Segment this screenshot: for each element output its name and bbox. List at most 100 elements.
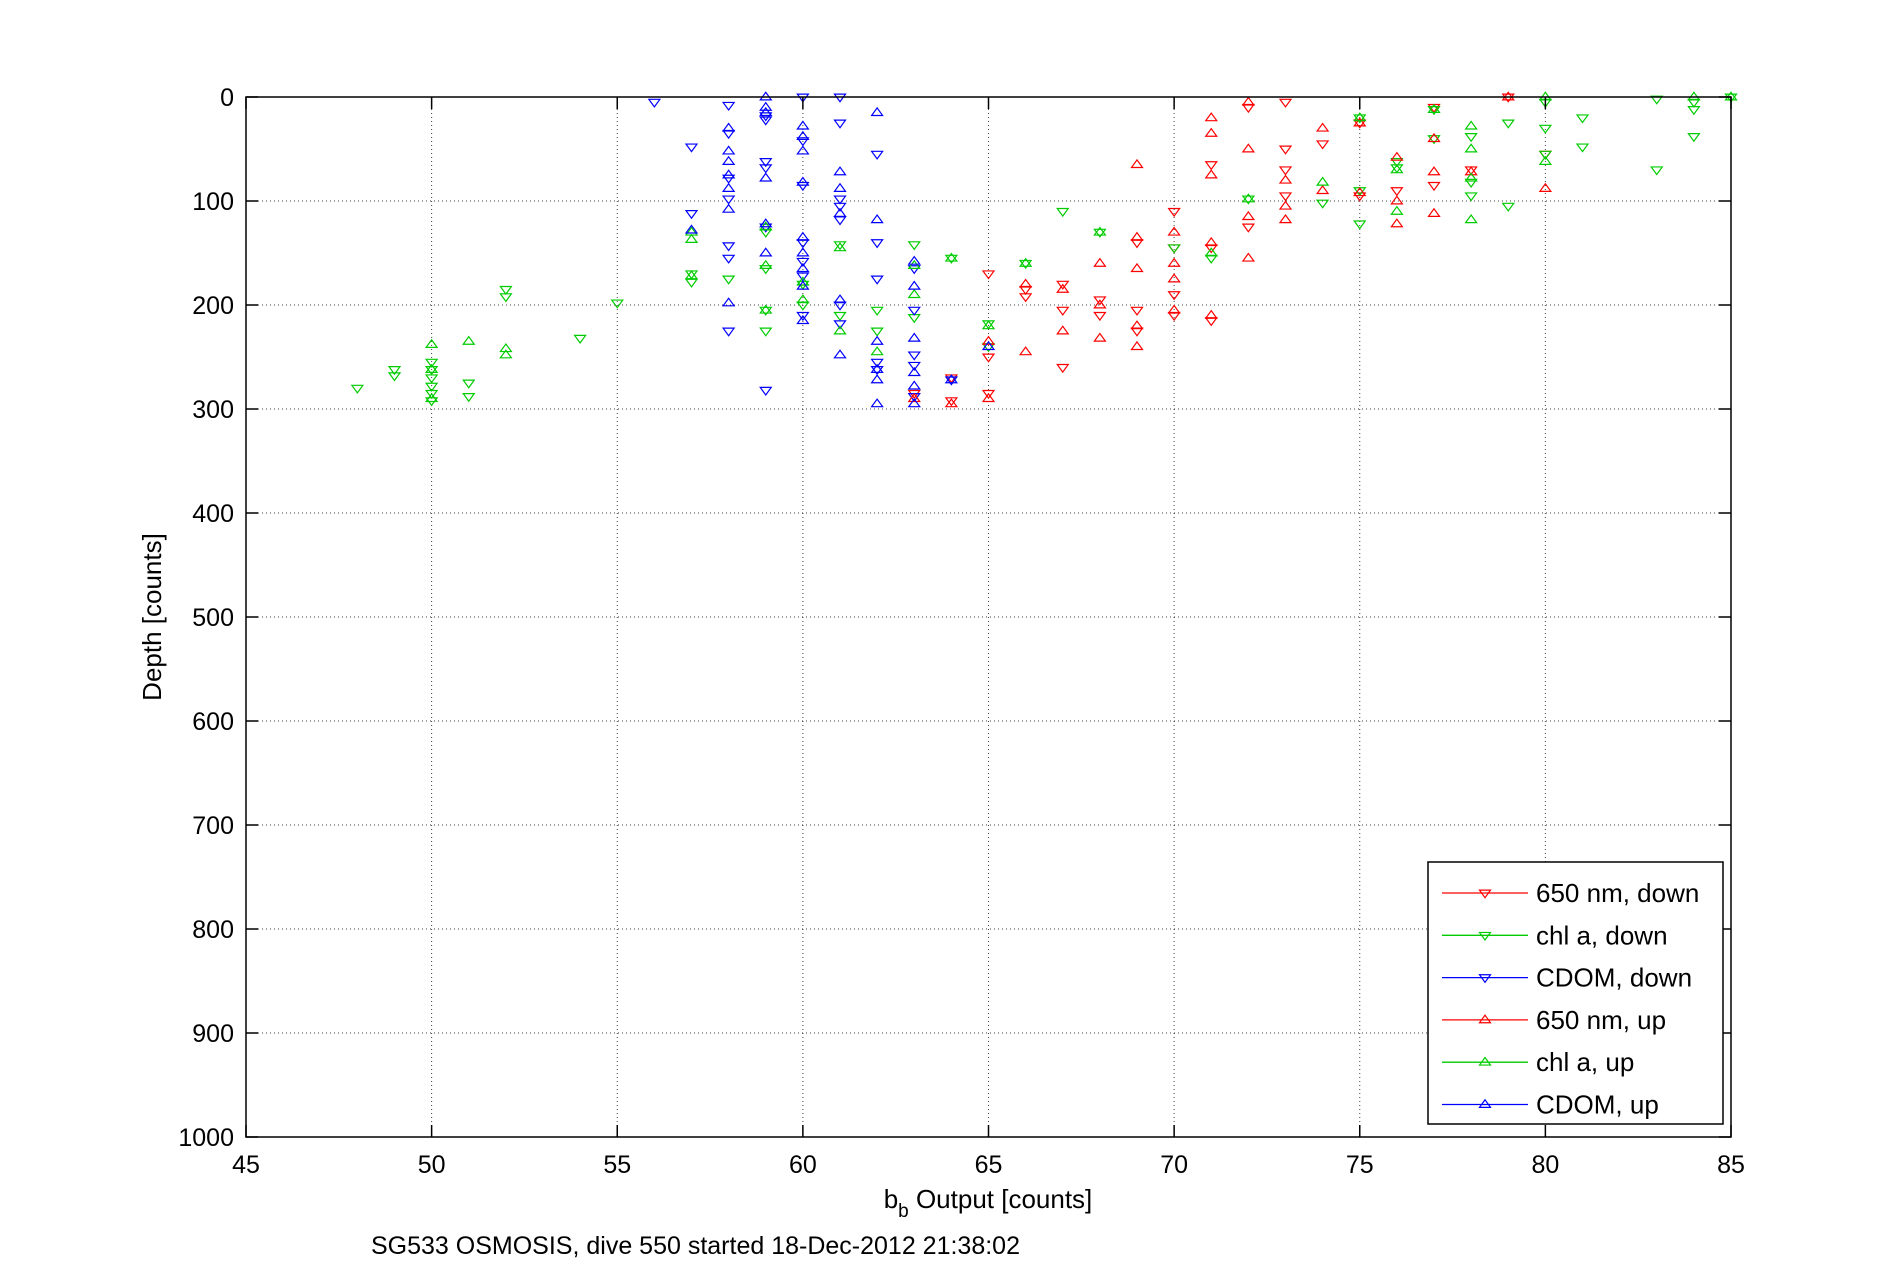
data-point <box>907 332 921 342</box>
series-3 <box>907 91 1553 408</box>
data-point <box>1353 186 1367 197</box>
data-point <box>907 265 921 275</box>
data-point <box>759 218 773 228</box>
data-point <box>1241 96 1256 106</box>
data-point <box>1241 143 1256 153</box>
data-point <box>462 379 476 389</box>
data-point <box>499 293 513 303</box>
data-point <box>1241 195 1256 205</box>
data-point <box>1056 283 1070 293</box>
data-point <box>1018 293 1033 303</box>
data-point <box>1204 112 1218 122</box>
data-point <box>1093 257 1107 267</box>
data-point <box>759 101 773 111</box>
data-point <box>1056 207 1070 218</box>
data-point <box>1204 169 1218 179</box>
data-point <box>759 304 773 314</box>
data-point <box>1056 280 1070 290</box>
data-point <box>1427 132 1441 143</box>
data-point <box>1427 135 1441 145</box>
data-point <box>424 363 439 373</box>
data-point <box>721 275 736 285</box>
x-tick-label: 50 <box>418 1151 446 1179</box>
axis-ticks <box>245 96 1732 1138</box>
data-point <box>833 119 847 129</box>
data-point <box>1390 205 1404 215</box>
data-point <box>833 294 847 304</box>
data-point <box>1278 145 1293 155</box>
data-point <box>721 203 736 213</box>
data-point <box>1390 187 1404 197</box>
data-point <box>1427 166 1441 176</box>
x-tick-label: 55 <box>603 1151 631 1179</box>
legend-item: 650 nm, down <box>1442 878 1699 908</box>
data-point <box>1353 220 1367 230</box>
legend-marker <box>1478 974 1492 984</box>
data-point <box>981 353 996 363</box>
x-tick-label: 45 <box>232 1151 260 1179</box>
data-point <box>944 252 959 262</box>
data-point <box>684 270 699 280</box>
data-point <box>907 255 921 265</box>
data-point <box>424 374 439 384</box>
data-point <box>1464 120 1478 130</box>
data-point <box>721 145 736 155</box>
data-point <box>1353 112 1367 122</box>
data-point <box>870 239 884 249</box>
data-point <box>1278 200 1293 210</box>
x-tick-label: 60 <box>789 1151 817 1179</box>
data-point <box>1241 252 1256 262</box>
data-point <box>870 327 884 337</box>
data-point <box>1167 226 1181 236</box>
data-point <box>1241 223 1256 233</box>
data-point <box>1427 207 1441 217</box>
data-point <box>1538 124 1553 134</box>
data-point <box>759 265 773 275</box>
data-point <box>1353 192 1367 202</box>
legend: 650 nm, down chl a, down CDOM, down 650 nm,… <box>1427 861 1724 1125</box>
data-point <box>796 130 810 140</box>
data-point <box>870 306 884 316</box>
data-point <box>1538 150 1553 160</box>
data-point <box>1204 309 1218 319</box>
legend-item: CDOM, down <box>1442 963 1692 993</box>
data-point <box>796 247 810 257</box>
data-point <box>944 376 959 386</box>
data-point <box>1130 320 1144 330</box>
data-point <box>796 311 810 322</box>
data-point <box>424 392 439 403</box>
y-tick-label: 800 <box>192 916 234 944</box>
data-point <box>387 372 402 382</box>
data-point <box>721 297 736 307</box>
data-point <box>1464 166 1478 176</box>
data-point <box>1315 199 1330 209</box>
data-point <box>1390 218 1404 228</box>
data-point <box>1390 151 1404 161</box>
data-point <box>424 382 439 392</box>
data-point <box>870 358 884 368</box>
y-tick-label: 400 <box>192 500 234 528</box>
legend-label: 650 nm, up <box>1536 1005 1666 1035</box>
data-point <box>907 351 921 361</box>
x-tick-label: 70 <box>1160 1151 1188 1179</box>
data-point <box>1093 332 1107 342</box>
x-tick-label: 80 <box>1531 1151 1559 1179</box>
data-point <box>610 299 624 309</box>
legend-label: CDOM, up <box>1536 1090 1659 1120</box>
data-point <box>1390 158 1404 168</box>
data-point <box>759 164 773 174</box>
data-point <box>833 202 847 212</box>
data-point <box>907 366 921 377</box>
data-point <box>1018 346 1033 356</box>
data-point <box>796 120 810 130</box>
legend-marker <box>1478 1098 1492 1108</box>
data-point <box>1204 247 1218 257</box>
data-point <box>1130 306 1144 316</box>
data-point <box>1575 114 1590 124</box>
legend-item: 650 nm, up <box>1442 1005 1666 1035</box>
data-point <box>1167 207 1181 218</box>
data-point <box>499 349 513 359</box>
data-point <box>1390 195 1404 205</box>
data-point <box>350 384 365 394</box>
legend-marker <box>1478 931 1492 942</box>
